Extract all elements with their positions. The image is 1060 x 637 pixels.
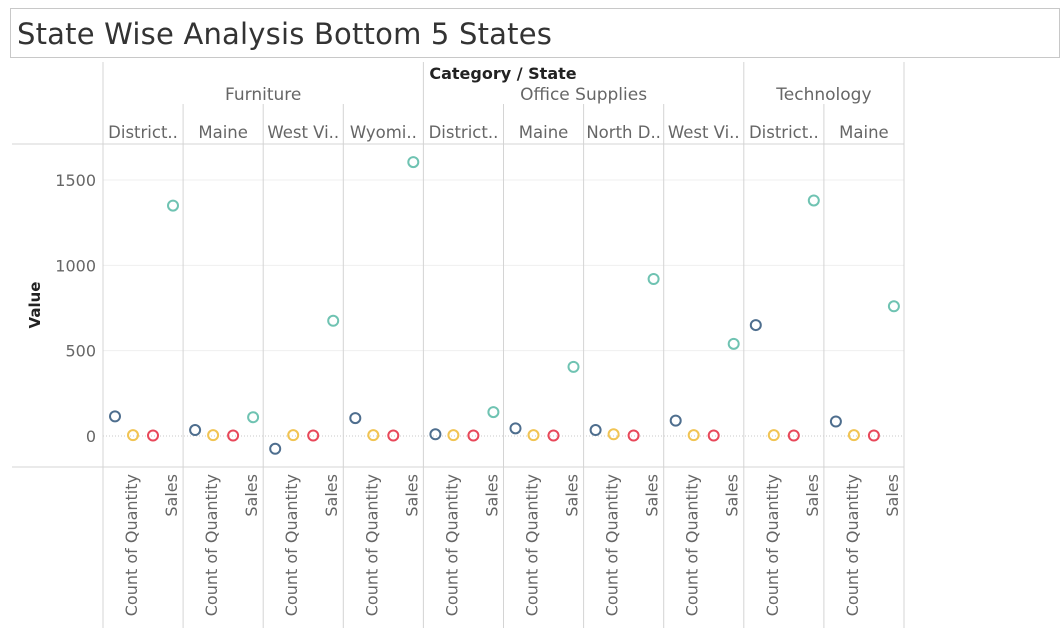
y-tick-layer: 0 500 1000 1500 — [55, 171, 96, 446]
measure-point — [189, 424, 202, 437]
sales-point — [647, 272, 660, 285]
x-measure-label: Sales — [162, 474, 181, 517]
category-header: Technology — [775, 85, 871, 105]
x-measure-label: Sales — [482, 474, 501, 517]
measure-point — [287, 429, 300, 442]
header-layer: Furniture Office Supplies Technology Distri… — [108, 85, 889, 142]
x-measure-label: Count of Quantity — [202, 474, 221, 616]
measure-point — [589, 424, 602, 437]
x-measure-label: Count of Quantity — [843, 474, 862, 616]
state-header: District.. — [429, 123, 499, 142]
x-measure-label: Sales — [563, 474, 582, 517]
x-measure-label: Count of Quantity — [122, 474, 141, 616]
sales-point — [887, 300, 900, 313]
measure-point — [829, 415, 842, 428]
sales-point — [327, 314, 340, 327]
x-measure-label: Sales — [723, 474, 742, 517]
measure-point — [867, 429, 880, 442]
measure-point — [367, 429, 380, 442]
x-measure-label: Count of Quantity — [683, 474, 702, 616]
sales-point — [247, 411, 260, 424]
y-tick-label: 500 — [65, 342, 96, 361]
measure-point — [787, 429, 800, 442]
sales-point — [487, 406, 500, 419]
title-box: State Wise Analysis Bottom 5 States — [10, 8, 1060, 58]
sales-point — [727, 337, 740, 350]
measure-point — [227, 429, 240, 442]
x-measure-label: Sales — [803, 474, 822, 517]
grid-layer — [12, 62, 905, 628]
state-header: Maine — [839, 123, 889, 142]
category-header: Office Supplies — [520, 85, 647, 105]
state-header: Maine — [519, 123, 569, 142]
measure-point — [547, 429, 560, 442]
x-measure-label: Sales — [242, 474, 261, 517]
measure-point — [669, 414, 682, 427]
measure-point — [687, 429, 700, 442]
state-header: West Vi.. — [668, 123, 740, 142]
sales-point — [167, 199, 179, 212]
marks-layer — [109, 156, 900, 455]
measure-point — [509, 422, 522, 435]
y-tick-label: 1500 — [55, 171, 96, 190]
sales-point — [567, 360, 580, 373]
category-header: Furniture — [225, 85, 301, 105]
x-measure-label: Sales — [643, 474, 662, 517]
page-title: State Wise Analysis Bottom 5 States — [17, 17, 553, 51]
x-measure-label: Count of Quantity — [282, 474, 301, 616]
x-measure-label: Sales — [883, 474, 902, 517]
measure-point — [467, 429, 480, 442]
measure-point — [707, 429, 720, 442]
measure-point — [307, 429, 320, 442]
x-measure-label: Count of Quantity — [763, 474, 782, 616]
sales-point — [807, 194, 820, 207]
measure-point — [127, 429, 139, 442]
measure-point — [447, 429, 460, 442]
measure-point — [767, 429, 780, 442]
measure-point — [847, 429, 860, 442]
measure-point — [387, 429, 400, 442]
state-header: West Vi.. — [267, 123, 339, 142]
state-header: Wyomi.. — [350, 123, 417, 142]
state-header: District.. — [108, 123, 178, 142]
x-measure-label: Count of Quantity — [603, 474, 622, 616]
measure-point — [269, 442, 282, 455]
x-measure-label: Count of Quantity — [362, 474, 381, 616]
measure-point — [527, 429, 540, 442]
y-axis-title: Value — [26, 282, 44, 329]
measure-point — [349, 412, 362, 425]
measure-point — [109, 410, 121, 423]
x-label-layer: Count of Quantity Sales Count of Quantity S… — [122, 474, 902, 616]
x-measure-label: Count of Quantity — [442, 474, 461, 616]
measure-point — [607, 428, 620, 441]
state-header: District.. — [749, 123, 819, 142]
x-measure-label: Sales — [322, 474, 341, 517]
y-tick-label: 0 — [86, 427, 96, 446]
measure-point — [627, 429, 640, 442]
measure-point — [147, 429, 159, 442]
measure-point — [207, 429, 220, 442]
x-measure-label: Count of Quantity — [523, 474, 542, 616]
column-header-title: Category / State — [429, 64, 576, 83]
x-measure-label: Sales — [402, 474, 421, 517]
state-header: North D.. — [586, 123, 661, 142]
measure-point — [749, 319, 762, 332]
y-tick-label: 1000 — [55, 256, 96, 275]
state-header: Maine — [198, 123, 248, 142]
measure-point — [429, 428, 442, 441]
sales-point — [407, 156, 420, 169]
